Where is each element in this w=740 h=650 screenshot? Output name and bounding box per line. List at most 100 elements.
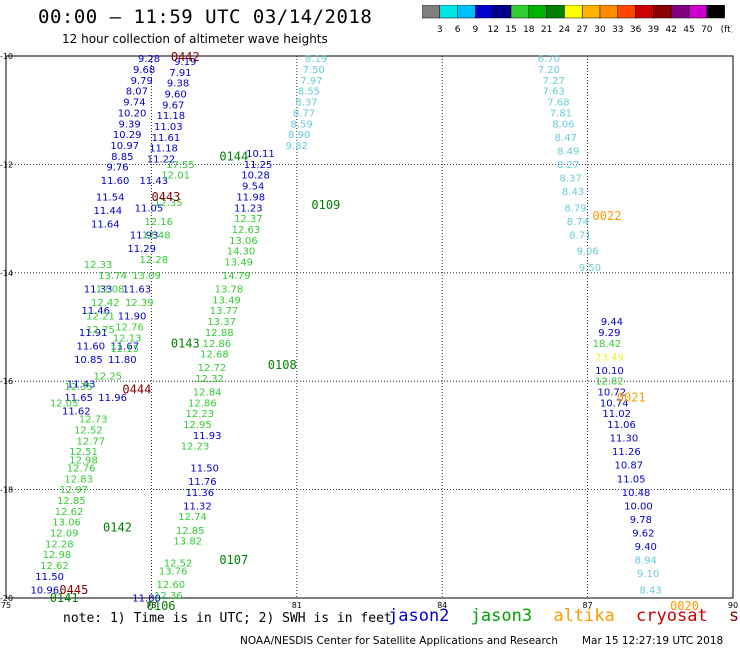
data-point-jason2: 11.02 [602,409,631,420]
data-point-jason2: 10.74 [600,398,629,409]
footnote: note: 1) Time is in UTC; 2) SWH is in fe… [63,611,392,626]
y-tick-label: -18 [0,486,13,495]
x-tick-label: 87 [583,601,593,610]
colorbar-label: 36 [630,25,642,35]
data-point-altika: 8.79 [564,203,586,214]
data-point-jason3: 13.06 [229,236,258,247]
colorbar-label: 24 [559,25,571,35]
pass-label: 0444 [122,382,151,396]
data-point-jason3: 12.01 [161,171,190,182]
data-point-jason2: 9.76 [106,163,128,174]
data-point-jason3: 12.72 [198,363,227,374]
data-point-jason3: 12.52 [164,558,193,569]
data-point-altika: 7.97 [300,76,322,87]
data-point-altika: 6.70 [538,54,560,65]
data-point-jason3: 18.42 [593,339,622,350]
data-point-altika: 7.50 [303,65,325,76]
footer-credit: NOAA/NESDIS Center for Satellite Applica… [240,635,558,647]
data-point-jason3: 12.83 [64,474,93,485]
data-point-altika: 7.27 [543,76,565,87]
data-point-jason2: 11.30 [610,434,639,445]
data-point-jason2: 11.64 [91,220,120,231]
data-point-jason2: 9.74 [123,98,145,109]
data-point-altika: 8.43 [562,187,584,198]
data-point-jason3: 14.79 [222,271,251,282]
data-point-jason2: 9.79 [131,76,153,87]
data-point-jason2: 9.39 [118,119,140,130]
pass-label: 0106 [147,599,176,613]
data-point-jason2: 10.00 [624,501,653,512]
data-point-altika: 8.71 [569,230,591,241]
pass-label: 0020 [670,599,699,613]
data-point-jason3: 12.75 [86,325,115,336]
data-point-high: 23.49 [595,352,624,363]
colorbar-swatch [706,5,725,19]
data-point-jason3: 12.35 [154,198,183,209]
chart-subtitle: 12 hour collection of altimeter wave hei… [62,32,328,46]
data-point-jason2: 9.68 [133,65,155,76]
data-point-jason3: 12.15 [110,344,139,355]
y-tick-label: -12 [0,160,13,169]
colorbar-label: 18 [523,25,535,35]
data-point-jason3: 12.73 [79,415,108,426]
data-point-jason2: 8.07 [126,87,148,98]
data-point-jason3: 12.35 [64,382,93,393]
colorbar-label: 30 [594,25,606,35]
data-point-altika: 9.10 [637,569,659,580]
colorbar-unit: (ft) [721,25,732,35]
data-point-jason3: 12.23 [181,442,210,453]
colorbar-label: 6 [455,25,461,35]
data-point-jason3: 12.98 [43,550,72,561]
data-point-jason2: 10.87 [614,461,643,472]
footer-timestamp: Mar 15 12:27:19 UTC 2018 [582,635,724,647]
data-point-altika: 8.43 [639,585,661,596]
data-point-jason3: 12.98 [69,455,98,466]
data-point-jason3: 12.37 [234,214,263,225]
data-point-jason3: 14.30 [227,247,256,258]
data-point-jason3: 12.28 [140,255,169,266]
data-point-altika: 8.74 [567,217,589,228]
data-point-jason2: 11.80 [108,355,137,366]
pass-label: 0445 [59,583,88,597]
data-point-altika: 7.81 [550,108,572,119]
x-tick-label: 81 [292,601,302,610]
data-point-altika: 7.63 [543,87,565,98]
data-point-jason3: 12.76 [115,323,144,334]
legend-jason3: jason3 [470,606,533,626]
x-tick-label: 84 [437,601,447,610]
data-point-jason2: 9.78 [630,515,652,526]
data-point-jason2: 11.93 [130,230,159,241]
data-point-jason2: 11.80 [132,594,161,605]
data-point-jason2: 11.18 [156,111,185,122]
colorbar-label: 39 [648,25,660,35]
legend-jason2: jason2 [388,606,450,626]
data-point-jason2: 8.85 [111,152,133,163]
data-point-jason2: 11.63 [123,285,152,296]
data-point-jason2: 11.03 [154,122,183,133]
data-point-jason3: 13.06 [52,518,81,529]
y-tick-label: -20 [0,594,13,603]
data-point-jason2: 9.44 [601,317,623,328]
colorbar-label: 42 [665,25,676,35]
data-point-jason2: 11.90 [118,312,147,323]
data-point-jason2: 9.38 [167,79,189,90]
data-point-jason2: 11.61 [152,133,181,144]
data-point-jason3: 12.86 [188,398,217,409]
data-point-jason3: 12.62 [40,561,69,572]
legend-cryosat: cryosat [636,606,708,626]
data-point-jason3: 12.60 [156,580,185,591]
data-point-jason3: 12.39 [125,298,154,309]
data-point-altika: 9.82 [286,141,308,152]
data-point-jason2: 11.23 [234,203,263,214]
data-point-jason2: 11.60 [101,176,130,187]
data-point-jason2: 11.93 [193,431,222,442]
data-point-jason2: 11.50 [190,463,219,474]
data-point-jason2: 11.32 [183,501,212,512]
data-point-jason3: 12.97 [60,485,89,496]
data-point-jason3: 12.28 [45,539,74,550]
data-point-jason2: 10.20 [118,108,147,119]
data-point-jason2: 10.72 [598,388,627,399]
data-point-altika: 8.55 [298,87,320,98]
data-point-jason3: 13.77 [210,306,239,317]
